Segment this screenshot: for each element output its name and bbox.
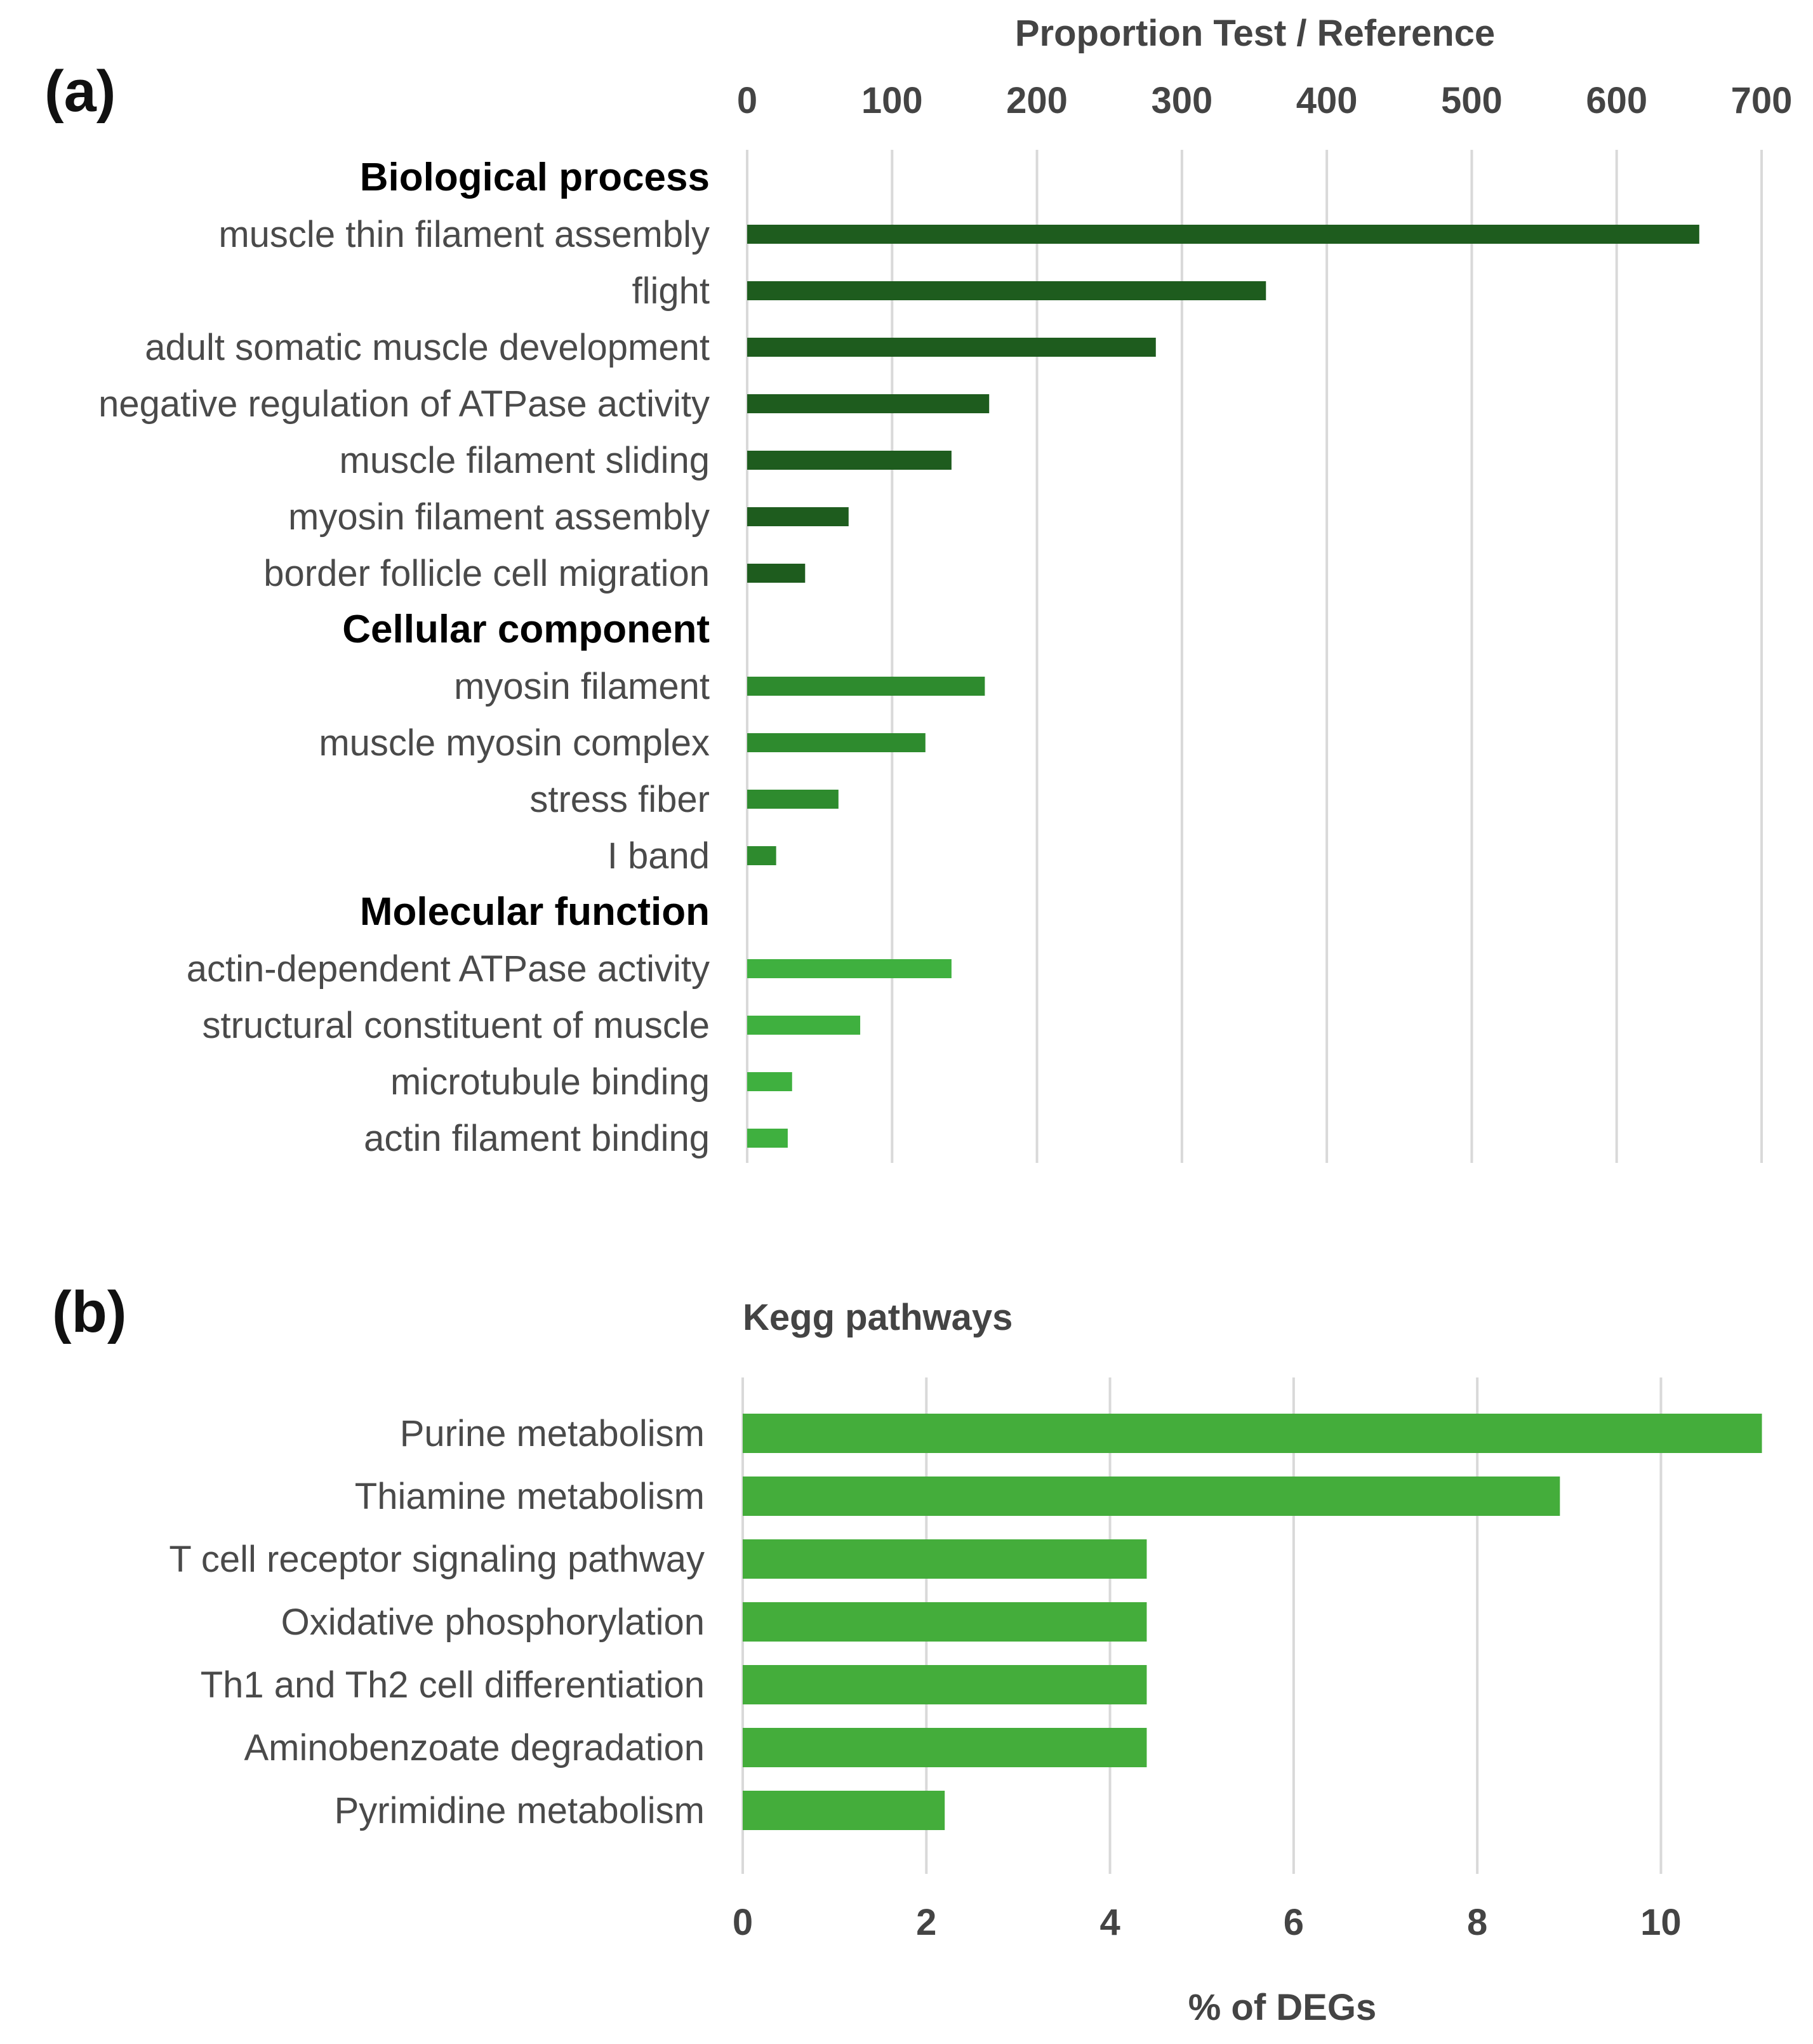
panel-a-x-tick-label: 300 bbox=[1151, 80, 1212, 121]
panel-a-category-label: I band bbox=[608, 835, 710, 877]
panel-a-category-label: muscle thin filament assembly bbox=[218, 214, 710, 255]
panel-b-x-tick-label: 10 bbox=[1640, 1902, 1682, 1943]
panel-a-category-label: structural constituent of muscle bbox=[203, 1005, 710, 1046]
panel-a-chart: (a) Proportion Test / Reference 0 100 200 3… bbox=[44, 13, 1792, 1163]
panel-b-bar-aminobenzoate-degradation bbox=[743, 1728, 1147, 1767]
panel-a-bar-adult-somatic-muscle-development bbox=[747, 338, 1156, 357]
panel-b-category-label: Thiamine metabolism bbox=[355, 1476, 705, 1517]
panel-a-x-tick-label: 100 bbox=[861, 80, 923, 121]
panel-b-category-label: Pyrimidine metabolism bbox=[335, 1790, 705, 1831]
panel-b-category-label: T cell receptor signaling pathway bbox=[169, 1539, 705, 1580]
panel-b-category-label: Aminobenzoate degradation bbox=[244, 1727, 705, 1769]
panel-a-label: (a) bbox=[44, 59, 116, 124]
panel-a-category-label: border follicle cell migration bbox=[263, 553, 710, 594]
panel-b-bar-th1-and-th2-cell-differentiation bbox=[743, 1665, 1147, 1704]
panel-a-bar-actin-filament-binding bbox=[747, 1129, 788, 1148]
panel-a-x-tick-label: 600 bbox=[1586, 80, 1647, 121]
panel-b-x-tick-label: 8 bbox=[1467, 1902, 1487, 1943]
panel-b-bar-oxidative-phosphorylation bbox=[743, 1602, 1147, 1642]
panel-a-category-label: actin filament binding bbox=[364, 1118, 710, 1159]
panel-a-bar-muscle-filament-sliding bbox=[747, 451, 952, 470]
panel-a-bar-flight bbox=[747, 281, 1266, 300]
panel-b-x-axis-title: % of DEGs bbox=[1188, 1987, 1377, 2028]
panel-b-tick-labels: 0 2 4 6 8 10 bbox=[733, 1902, 1682, 1943]
panel-a-category-label: negative regulation of ATPase activity bbox=[98, 383, 710, 425]
panel-b-x-tick-label: 2 bbox=[916, 1902, 936, 1943]
panel-a-bar-microtubule-binding bbox=[747, 1072, 792, 1091]
panel-a-category-label: actin-dependent ATPase activity bbox=[187, 948, 710, 990]
panel-a-category-label: myosin filament bbox=[454, 666, 710, 707]
panel-a-x-tick-label: 700 bbox=[1731, 80, 1793, 121]
panel-a-group-header-biological-process: Biological process bbox=[360, 156, 710, 199]
panel-a-bars bbox=[747, 225, 1699, 1148]
panel-a-category-label: myosin filament assembly bbox=[288, 496, 710, 538]
panel-a-x-tick-label: 200 bbox=[1006, 80, 1068, 121]
panel-a-category-label: stress fiber bbox=[529, 779, 710, 820]
panel-b-chart: (b) Kegg pathways % of DEGs 0 2 4 6 8 10 Puri… bbox=[52, 1280, 1762, 2028]
panel-a-category-label: microtubule binding bbox=[390, 1061, 710, 1103]
panel-a-group-header-molecular-function: Molecular function bbox=[360, 890, 710, 934]
panel-a-bar-negative-regulation-of-atpase-activity bbox=[747, 394, 990, 413]
panel-b-bar-thiamine-metabolism bbox=[743, 1477, 1560, 1516]
panel-a-bar-actin-dependent-atpase-activity bbox=[747, 959, 952, 978]
panel-b-x-tick-label: 0 bbox=[733, 1902, 753, 1943]
panel-b-bar-purine-metabolism bbox=[743, 1414, 1762, 1453]
panel-a-bar-border-follicle-cell-migration bbox=[747, 564, 806, 583]
panel-b-bar-t-cell-receptor-signaling-pathway bbox=[743, 1539, 1147, 1579]
panel-a-x-tick-label: 0 bbox=[737, 80, 757, 121]
panel-b-bars bbox=[743, 1414, 1762, 1830]
panel-b-category-label: Purine metabolism bbox=[400, 1413, 705, 1454]
panel-b-bar-pyrimidine-metabolism bbox=[743, 1791, 945, 1830]
panel-a-x-tick-label: 400 bbox=[1296, 80, 1358, 121]
panel-a-x-axis-title: Proportion Test / Reference bbox=[1015, 13, 1495, 54]
panel-a-category-label: flight bbox=[632, 270, 710, 312]
panel-a-bar-muscle-thin-filament-assembly bbox=[747, 225, 1699, 244]
panel-a-bar-muscle-myosin-complex bbox=[747, 733, 926, 752]
panel-b-title: Kegg pathways bbox=[743, 1297, 1013, 1338]
panel-b-x-tick-label: 4 bbox=[1099, 1902, 1120, 1943]
panel-a-bar-myosin-filament-assembly bbox=[747, 507, 849, 526]
panel-a-gridlines bbox=[746, 150, 1763, 1163]
panel-a-x-tick-label: 500 bbox=[1441, 80, 1503, 121]
panel-a-bar-structural-constituent-of-muscle bbox=[747, 1016, 861, 1035]
panel-a-category-label: adult somatic muscle development bbox=[145, 327, 710, 368]
panel-a-category-labels: Biological process muscle thin filament a… bbox=[98, 156, 710, 1159]
panel-a-group-header-cellular-component: Cellular component bbox=[342, 607, 710, 651]
panel-a-tick-labels: 0 100 200 300 400 500 600 700 bbox=[737, 80, 1793, 121]
panel-a-bar-i-band bbox=[747, 846, 776, 865]
panel-b-category-labels: Purine metabolism Thiamine metabolism T ce… bbox=[169, 1413, 705, 1831]
panel-b-category-label: Oxidative phosphorylation bbox=[281, 1602, 705, 1643]
panel-b-x-tick-label: 6 bbox=[1284, 1902, 1304, 1943]
panel-a-bar-stress-fiber bbox=[747, 790, 839, 809]
panel-a-category-label: muscle filament sliding bbox=[340, 440, 710, 481]
panel-a-category-label: muscle myosin complex bbox=[319, 722, 710, 764]
panel-b-label: (b) bbox=[52, 1280, 126, 1344]
panel-a-bar-myosin-filament bbox=[747, 677, 985, 696]
panel-b-category-label: Th1 and Th2 cell differentiation bbox=[201, 1664, 705, 1706]
